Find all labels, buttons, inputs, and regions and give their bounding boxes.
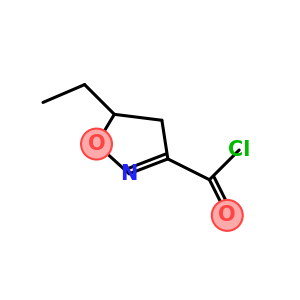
Circle shape — [81, 129, 112, 160]
Text: Cl: Cl — [228, 140, 250, 160]
Circle shape — [212, 200, 243, 231]
Text: N: N — [121, 164, 138, 184]
Text: O: O — [88, 134, 105, 154]
Text: O: O — [218, 206, 236, 225]
